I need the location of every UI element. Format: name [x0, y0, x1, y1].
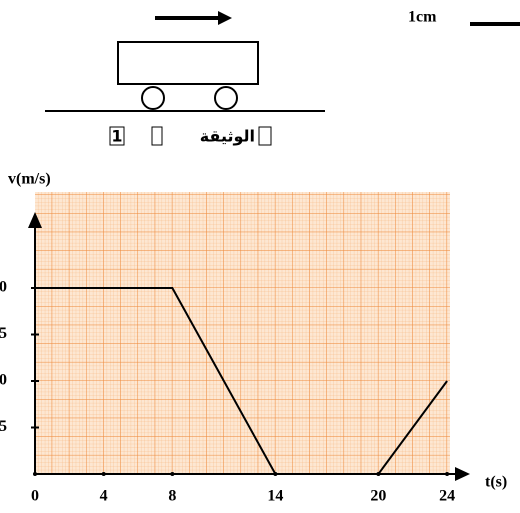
x-tick [33, 472, 37, 476]
major-grid [35, 192, 450, 474]
x-tick-label: 0 [31, 488, 39, 505]
x-tick-label: 8 [168, 488, 176, 505]
box [109, 126, 125, 146]
x-tick-label: 4 [100, 488, 108, 505]
x-arrow [455, 467, 470, 481]
velocity-line [35, 287, 448, 475]
wheel [214, 86, 238, 110]
x-tick-label: 24 [439, 488, 455, 505]
y-tick-label: 20 [0, 279, 7, 296]
y-tick-label: 10 [0, 372, 7, 389]
x-tick [170, 472, 175, 476]
arrow-head [218, 11, 232, 25]
caption-number: 1 [111, 127, 122, 146]
x-tick [445, 472, 450, 476]
y-axis-label: v(m/s) [8, 171, 51, 188]
x-tick [101, 472, 106, 476]
x-tick-label: 14 [267, 488, 283, 505]
x-tick-label: 20 [370, 488, 386, 505]
box [258, 126, 272, 146]
y-arrow [28, 212, 42, 228]
caption: الوثيقة [200, 127, 255, 146]
wheel [141, 86, 165, 110]
x-axis-label: t(s) [485, 474, 507, 491]
y-tick-label: 5 [0, 418, 7, 435]
y-tick-label: 15 [0, 325, 7, 342]
box [151, 126, 163, 146]
cart-body [117, 41, 259, 85]
scale-label: 1cm [408, 9, 437, 26]
